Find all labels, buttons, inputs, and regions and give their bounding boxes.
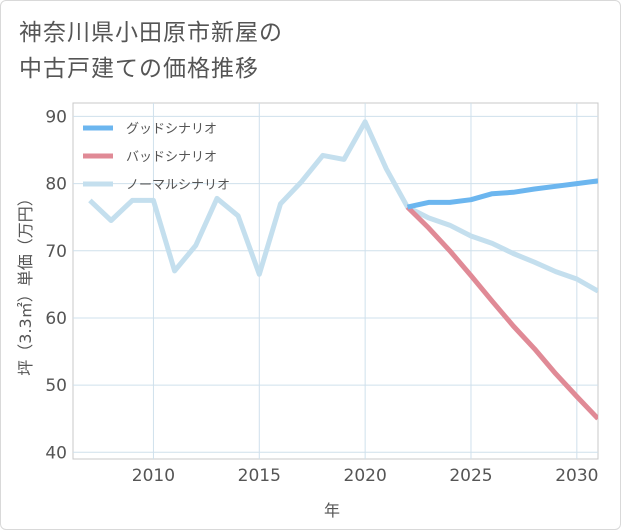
y-tick-label: 60 xyxy=(45,309,67,329)
y-tick-label: 40 xyxy=(45,443,67,463)
chart-title-line-2: 中古戸建ての価格推移 xyxy=(19,56,259,82)
y-axis-title: 坪（3.3㎡）単価（万円） xyxy=(16,190,35,375)
legend-label-1: バッドシナリオ xyxy=(126,150,217,165)
x-tick-label: 2020 xyxy=(344,466,387,486)
x-tick-label: 2010 xyxy=(132,466,175,486)
plot-area xyxy=(72,102,599,460)
series-line-2 xyxy=(88,119,598,294)
legend-label-0: グッドシナリオ xyxy=(126,122,217,137)
x-axis-title: 年 xyxy=(324,501,340,520)
y-tick-label: 70 xyxy=(45,242,67,262)
chart-title-line-1: 神奈川県小田原市新屋の xyxy=(19,20,283,46)
x-tick-label: 2030 xyxy=(555,466,598,486)
y-tick-label: 80 xyxy=(45,175,67,195)
y-tick-label: 50 xyxy=(45,376,67,396)
chart-title: 神奈川県小田原市新屋の 中古戸建ての価格推移 xyxy=(19,15,283,87)
series-line-1 xyxy=(405,205,598,421)
x-tick-label: 2025 xyxy=(449,466,492,486)
x-tick-label: 2015 xyxy=(238,466,281,486)
series-line-0 xyxy=(406,178,598,210)
y-tick-label: 90 xyxy=(45,107,67,127)
legend-label-2: ノーマルシナリオ xyxy=(126,178,230,193)
